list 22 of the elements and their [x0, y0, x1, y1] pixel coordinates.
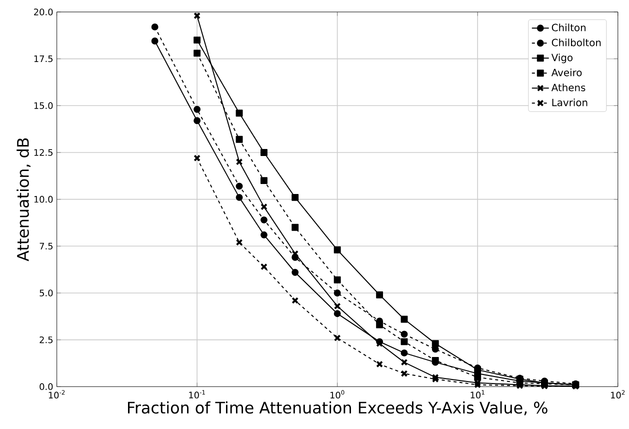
legend-label: Lavrion — [552, 98, 588, 106]
legend-label: Vigo — [551, 54, 573, 64]
y-tick-label: 20.0 — [34, 8, 53, 16]
legend-label: Chilbolton — [552, 38, 601, 47]
y-tick-label: 10.0 — [34, 196, 53, 203]
legend-label: Chilton — [552, 24, 586, 32]
y-tick-label: 2.5 — [40, 336, 53, 344]
y-axis-title: Attenuation, dB — [16, 138, 31, 262]
y-tick-label: 0.0 — [40, 384, 53, 390]
x-tick-label: 10$^{-2}$ — [48, 390, 65, 399]
x-axis-title: Fraction of Time Attenuation Exceeds Y-Axis Value, % — [128, 402, 548, 416]
y-tick-label: 7.5 — [40, 243, 53, 250]
y-tick-label: 12.5 — [34, 149, 53, 156]
x-tick-label: 10$^{0}$ — [330, 390, 344, 399]
x-tick-label: 10$^{2}$ — [611, 390, 625, 399]
legend-label: Aveiro — [551, 68, 582, 77]
legend-label: Athens — [551, 84, 586, 92]
y-tick-label: 5.0 — [40, 290, 53, 297]
x-tick-label: 10$^{-1}$ — [189, 390, 205, 399]
y-tick-label: 17.5 — [34, 56, 53, 62]
x-tick-label: 10$^{1}$ — [470, 390, 484, 399]
y-tick-label: 15.0 — [34, 102, 53, 110]
